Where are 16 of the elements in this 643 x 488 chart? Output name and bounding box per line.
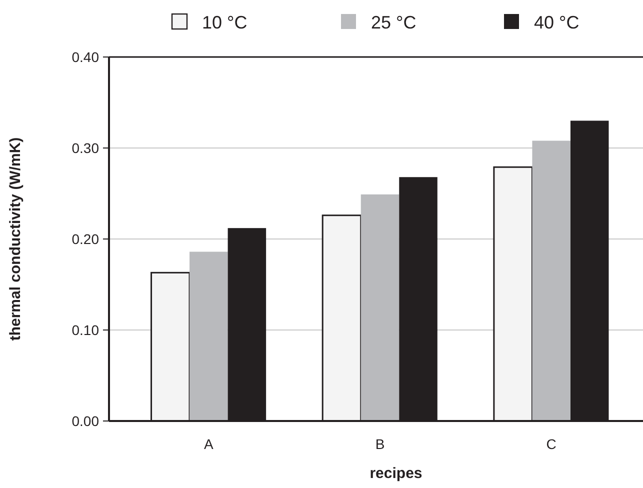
legend-label: 10 °C <box>202 12 248 32</box>
x-tick-label: B <box>375 436 385 452</box>
y-tick-label: 0.10 <box>72 322 100 338</box>
y-tick-label: 0.20 <box>72 230 100 247</box>
x-axis-title: recipes <box>370 465 422 482</box>
bar <box>190 252 228 421</box>
x-tick-label: A <box>204 436 214 452</box>
bar <box>532 140 570 421</box>
y-tick-label: 0.40 <box>72 48 100 65</box>
bar <box>360 194 400 421</box>
legend-label: 25 °C <box>371 12 416 32</box>
legend-label: 40 °C <box>534 12 580 32</box>
y-tick-label: 0.00 <box>72 412 100 429</box>
x-tick-label: C <box>546 436 556 452</box>
y-tick-label: 0.30 <box>72 140 100 156</box>
y-axis-title: thermal conductivity (W/mK) <box>7 137 24 341</box>
